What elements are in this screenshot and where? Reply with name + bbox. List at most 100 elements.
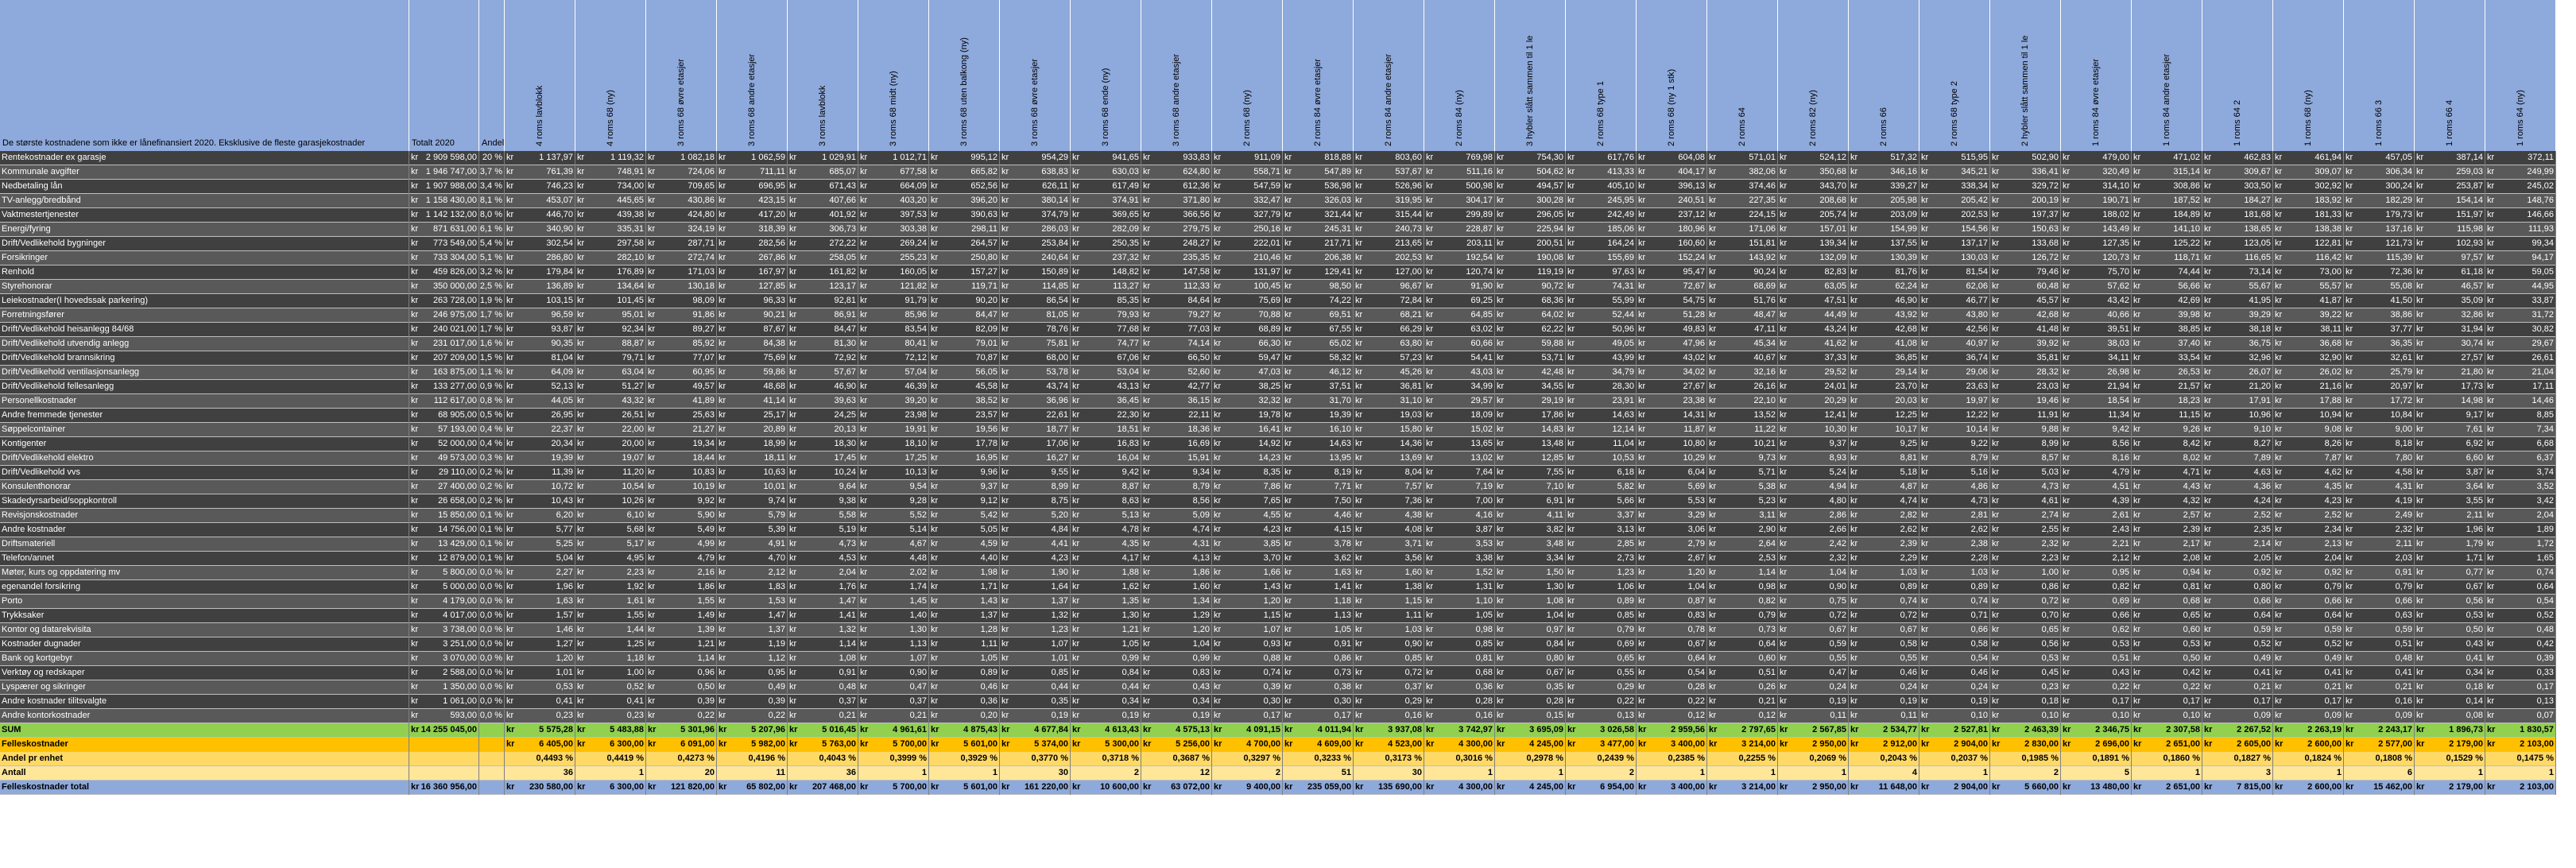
unit-value-cell[interactable]: kr 304,17 xyxy=(1424,194,1495,208)
unit-value-cell[interactable]: kr 187,52 xyxy=(2132,194,2202,208)
unit-value-cell[interactable]: kr 0,88 xyxy=(1212,652,1283,666)
unit-value-cell[interactable]: kr 7,64 xyxy=(1424,466,1495,480)
row-label-cell[interactable]: SUM xyxy=(0,723,409,738)
unit-value-cell[interactable]: kr 0,91 xyxy=(788,666,858,680)
unit-value-cell[interactable]: kr 2,52 xyxy=(2202,509,2273,523)
unit-value-cell[interactable]: kr 202,53 xyxy=(1354,251,1424,265)
unit-value-cell[interactable]: kr 42,48 xyxy=(1495,366,1566,380)
unit-value-cell[interactable]: kr 11,39 xyxy=(505,466,575,480)
andel-cell[interactable]: 2,5 % xyxy=(479,280,505,294)
unit-value-cell[interactable]: kr 4,36 xyxy=(2202,480,2273,494)
unit-value-cell[interactable]: kr 3,34 xyxy=(1495,552,1566,566)
unit-value-cell[interactable]: kr 0,83 xyxy=(1141,666,1212,680)
unit-value-cell[interactable]: kr 0,81 xyxy=(2132,580,2202,595)
unit-value-cell[interactable]: kr 102,93 xyxy=(2415,237,2485,251)
unit-value-cell[interactable]: kr 4,95 xyxy=(575,552,646,566)
unit-value-cell[interactable]: kr 2,62 xyxy=(1919,523,1990,537)
unit-value-cell[interactable]: kr 1,76 xyxy=(788,580,858,595)
unit-value-cell[interactable]: kr 43,74 xyxy=(1000,380,1071,394)
unit-value-cell[interactable]: 1 xyxy=(1707,766,1778,781)
unit-value-cell[interactable]: kr 96,59 xyxy=(505,308,575,323)
unit-value-cell[interactable]: kr 5 982,00 xyxy=(717,738,788,752)
unit-value-cell[interactable]: kr 13 480,00 xyxy=(2061,781,2132,795)
row-label-cell[interactable]: Søppelcontainer xyxy=(0,423,409,437)
unit-value-cell[interactable]: kr 0,08 xyxy=(2415,709,2485,723)
unit-value-cell[interactable]: kr 111,93 xyxy=(2485,223,2556,237)
unit-value-cell[interactable]: kr 1,05 xyxy=(929,652,1000,666)
unit-value-cell[interactable]: kr 12,14 xyxy=(1566,423,1637,437)
unit-value-cell[interactable]: kr 146,66 xyxy=(2485,208,2556,223)
total-cell[interactable]: kr 350 000,00 xyxy=(409,280,479,294)
unit-value-cell[interactable]: 0,2037 % xyxy=(1919,752,1990,766)
unit-value-cell[interactable]: kr 4,86 xyxy=(1919,480,1990,494)
andel-cell[interactable] xyxy=(479,781,505,795)
unit-value-cell[interactable]: kr 253,84 xyxy=(1000,237,1071,251)
unit-value-cell[interactable]: kr 5 575,28 xyxy=(505,723,575,738)
unit-value-cell[interactable]: kr 157,01 xyxy=(1778,223,1849,237)
unit-value-cell[interactable]: kr 9,54 xyxy=(858,480,929,494)
unit-value-cell[interactable]: 0,2385 % xyxy=(1637,752,1707,766)
header-unit-cell[interactable]: 2 roms 66 xyxy=(1849,0,1919,151)
unit-value-cell[interactable]: kr 446,70 xyxy=(505,208,575,223)
row-label-cell[interactable]: Nedbetaling lån xyxy=(0,180,409,194)
header-unit-cell[interactable]: 2 roms 84 (ny) xyxy=(1424,0,1495,151)
total-cell[interactable]: kr 263 728,00 xyxy=(409,294,479,308)
unit-value-cell[interactable]: kr 0,49 xyxy=(717,680,788,695)
unit-value-cell[interactable]: 0,2255 % xyxy=(1707,752,1778,766)
unit-value-cell[interactable]: kr 16,04 xyxy=(1071,451,1141,466)
unit-value-cell[interactable]: kr 0,74 xyxy=(1212,666,1283,680)
unit-value-cell[interactable]: kr 72,67 xyxy=(1637,280,1707,294)
unit-value-cell[interactable]: kr 250,16 xyxy=(1212,223,1283,237)
unit-value-cell[interactable]: kr 47,11 xyxy=(1707,323,1778,337)
unit-value-cell[interactable]: kr 89,27 xyxy=(646,323,717,337)
unit-value-cell[interactable]: kr 2,16 xyxy=(646,566,717,580)
unit-value-cell[interactable]: kr 24,25 xyxy=(788,409,858,423)
unit-value-cell[interactable]: 1 xyxy=(1495,766,1566,781)
unit-value-cell[interactable]: kr 652,56 xyxy=(929,180,1000,194)
unit-value-cell[interactable]: kr 133,68 xyxy=(1990,237,2061,251)
unit-value-cell[interactable]: kr 9,64 xyxy=(788,480,858,494)
header-unit-cell[interactable]: 1 roms 64 2 xyxy=(2202,0,2273,151)
unit-value-cell[interactable]: kr 6,10 xyxy=(575,509,646,523)
total-cell[interactable]: kr 240 021,00 xyxy=(409,323,479,337)
unit-value-cell[interactable]: 0,2439 % xyxy=(1566,752,1637,766)
unit-value-cell[interactable]: kr 21,94 xyxy=(2061,380,2132,394)
unit-value-cell[interactable]: kr 0,74 xyxy=(2485,566,2556,580)
unit-value-cell[interactable]: kr 47,51 xyxy=(1778,294,1849,308)
total-cell[interactable]: kr 57 193,00 xyxy=(409,423,479,437)
unit-value-cell[interactable]: kr 31,94 xyxy=(2415,323,2485,337)
unit-value-cell[interactable]: kr 23,03 xyxy=(1990,380,2061,394)
unit-value-cell[interactable]: kr 43,03 xyxy=(1424,366,1495,380)
unit-value-cell[interactable]: kr 148,76 xyxy=(2485,194,2556,208)
unit-value-cell[interactable]: kr 0,53 xyxy=(2415,609,2485,623)
unit-value-cell[interactable]: kr 0,59 xyxy=(2202,623,2273,637)
andel-cell[interactable]: 1,5 % xyxy=(479,351,505,366)
unit-value-cell[interactable]: kr 52,13 xyxy=(505,380,575,394)
unit-value-cell[interactable]: kr 176,89 xyxy=(575,265,646,280)
unit-value-cell[interactable]: kr 43,99 xyxy=(1566,351,1637,366)
unit-value-cell[interactable]: 0,1824 % xyxy=(2273,752,2344,766)
unit-value-cell[interactable]: kr 457,05 xyxy=(2344,151,2415,165)
unit-value-cell[interactable]: kr 200,19 xyxy=(1990,194,2061,208)
unit-value-cell[interactable]: kr 0,30 xyxy=(1212,695,1283,709)
unit-value-cell[interactable]: kr 7,50 xyxy=(1283,494,1354,509)
unit-value-cell[interactable]: kr 5,38 xyxy=(1707,480,1778,494)
unit-value-cell[interactable]: 0,4273 % xyxy=(646,752,717,766)
unit-value-cell[interactable]: kr 20,34 xyxy=(505,437,575,451)
unit-value-cell[interactable]: kr 8,18 xyxy=(2344,437,2415,451)
unit-value-cell[interactable]: kr 423,15 xyxy=(717,194,788,208)
unit-value-cell[interactable]: 0,1985 % xyxy=(1990,752,2061,766)
unit-value-cell[interactable]: kr 0,43 xyxy=(1141,680,1212,695)
unit-value-cell[interactable]: kr 113,27 xyxy=(1071,280,1141,294)
unit-value-cell[interactable]: kr 10,83 xyxy=(646,466,717,480)
unit-value-cell[interactable]: kr 17,06 xyxy=(1000,437,1071,451)
unit-value-cell[interactable]: kr 0,72 xyxy=(1778,609,1849,623)
row-label-cell[interactable]: Personellkostnader xyxy=(0,394,409,409)
unit-value-cell[interactable]: kr 138,65 xyxy=(2202,223,2273,237)
unit-value-cell[interactable]: kr 5 601,00 xyxy=(929,781,1000,795)
unit-value-cell[interactable]: kr 51,28 xyxy=(1637,308,1707,323)
header-unit-cell[interactable]: 4 roms 68 (ny) xyxy=(575,0,646,151)
unit-value-cell[interactable]: kr 3 937,08 xyxy=(1354,723,1424,738)
unit-value-cell[interactable]: kr 1,23 xyxy=(1000,623,1071,637)
unit-value-cell[interactable]: kr 29,57 xyxy=(1424,394,1495,409)
